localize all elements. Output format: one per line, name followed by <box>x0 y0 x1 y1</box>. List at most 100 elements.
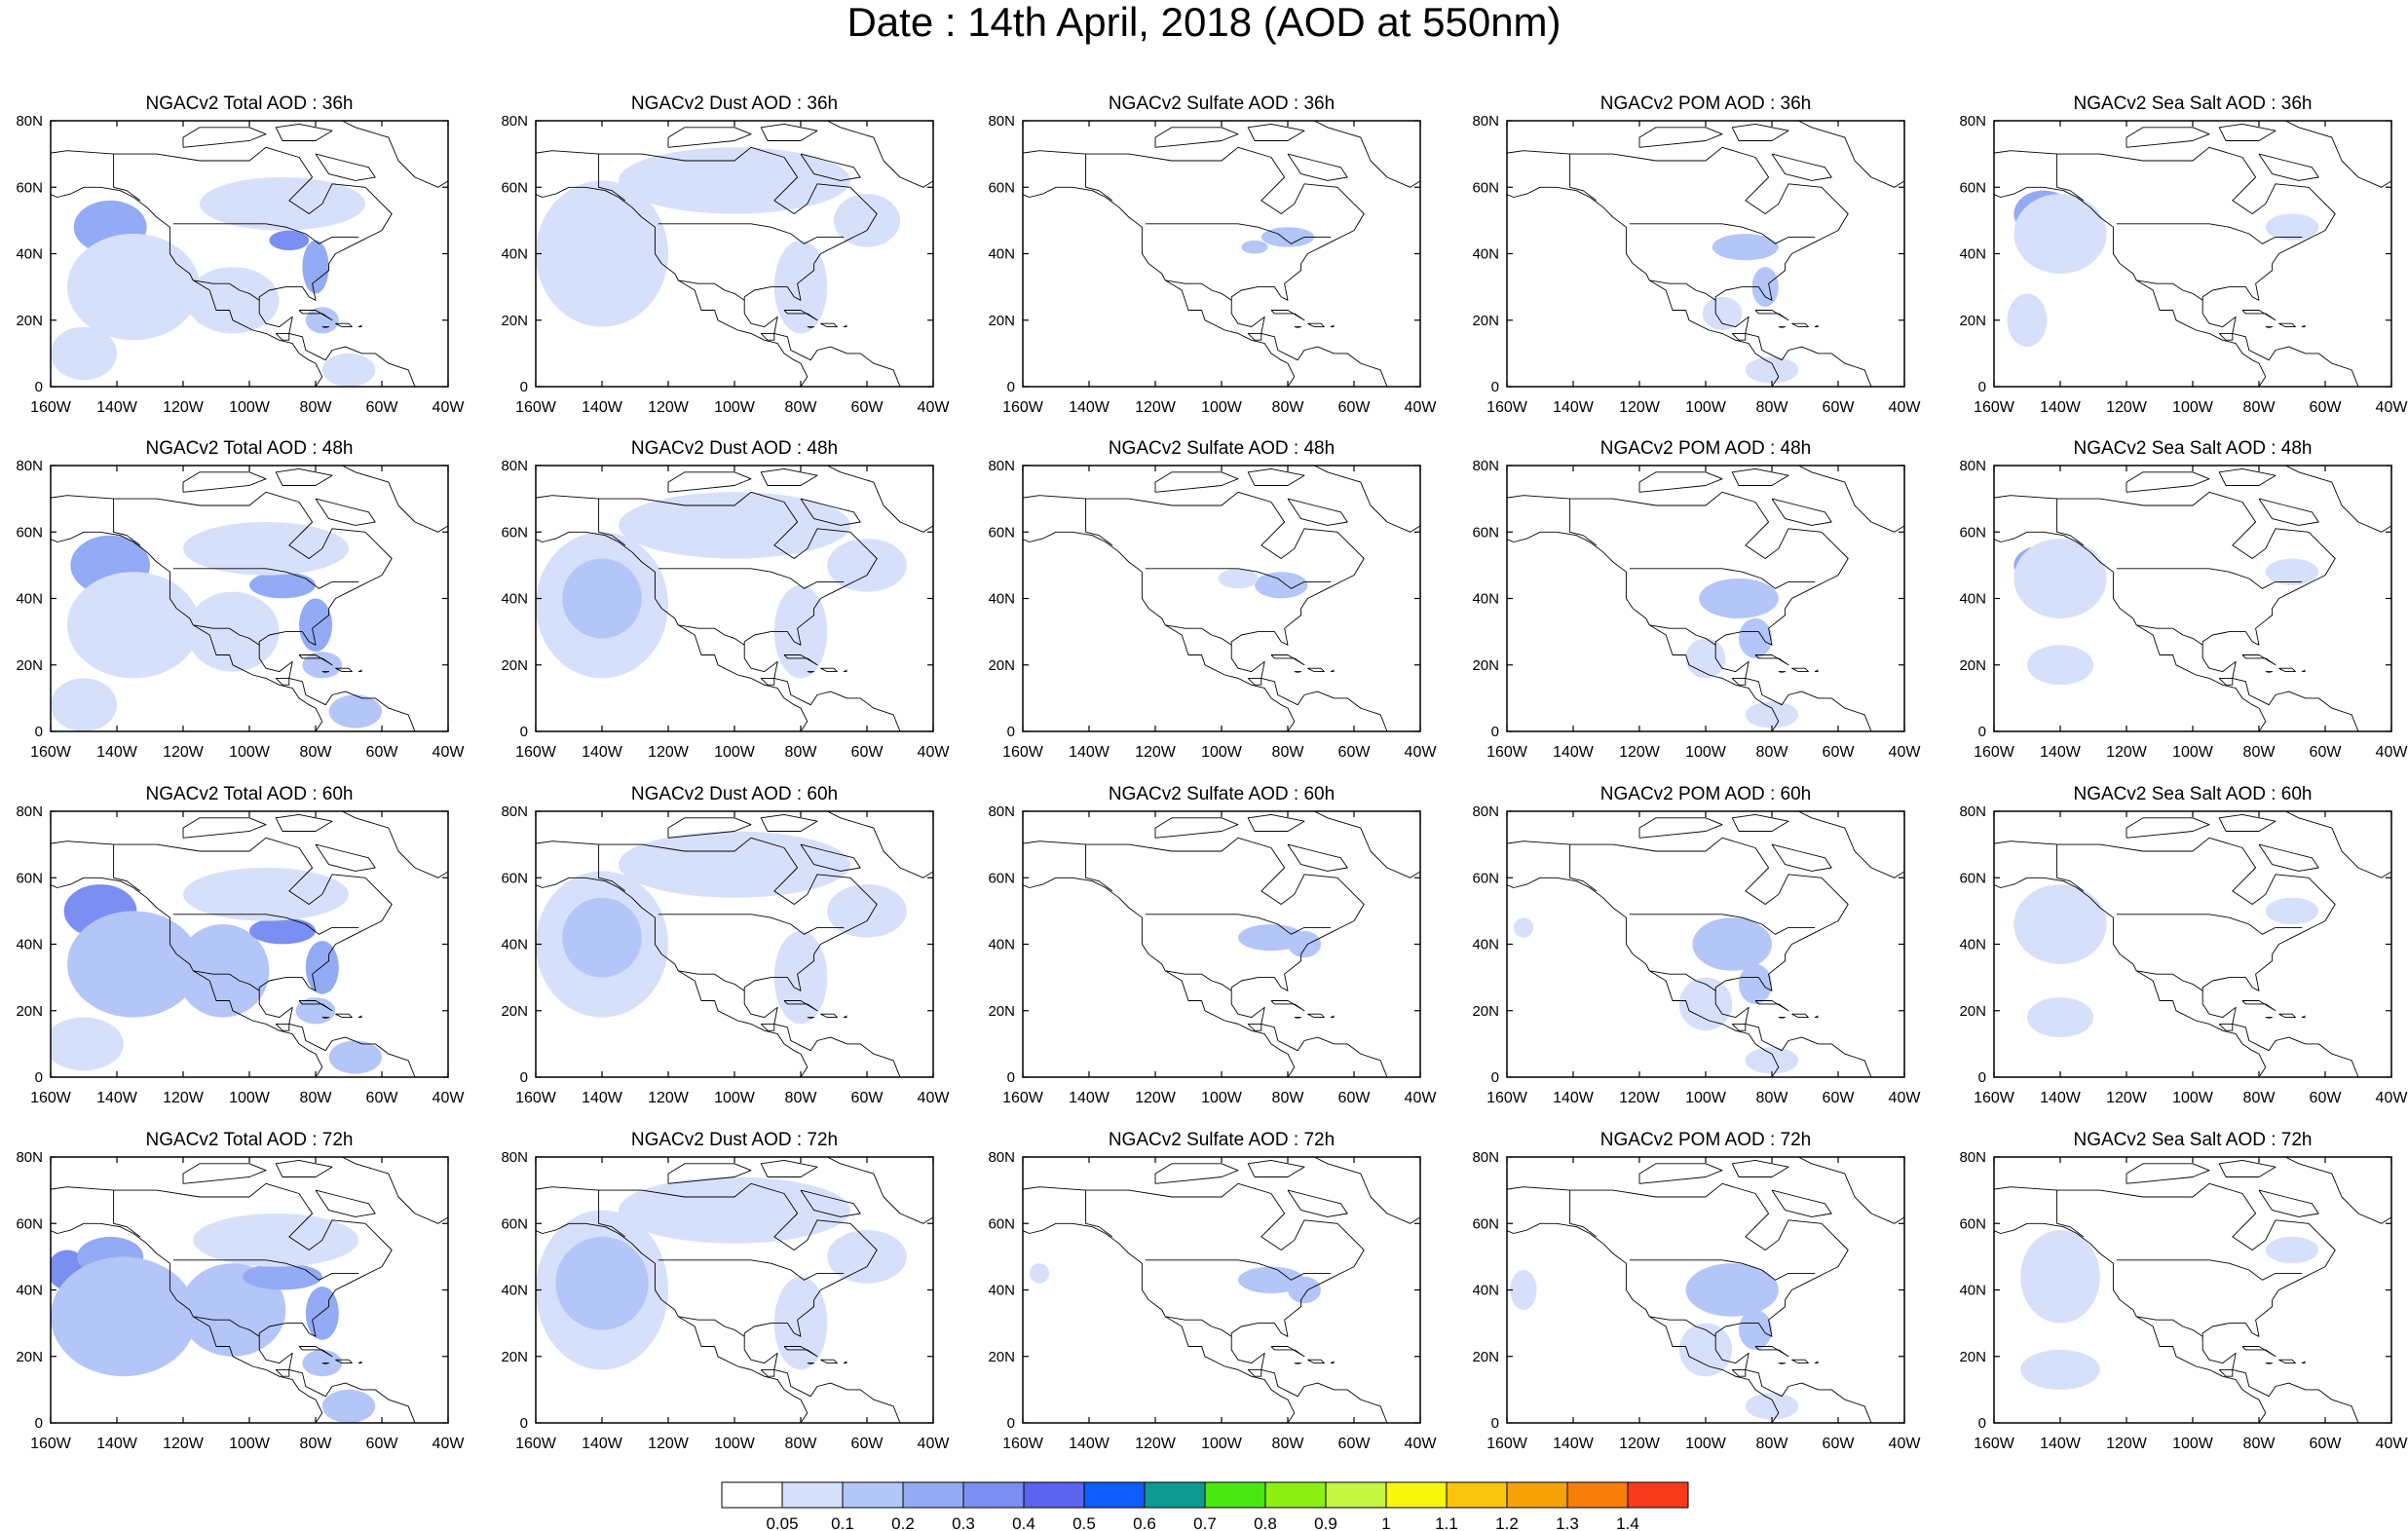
y-tick-label: 0 <box>1007 1069 1015 1086</box>
colorbar-swatch <box>1023 1481 1085 1509</box>
y-tick-label: 80N <box>501 1149 528 1166</box>
coastline <box>667 127 752 148</box>
coastline <box>760 123 818 141</box>
coastline <box>536 146 901 387</box>
y-tick-label: 0 <box>1491 724 1499 740</box>
aod-field <box>1994 121 2391 387</box>
panel-title: NGACv2 Total AOD : 60h <box>146 784 354 804</box>
coastline <box>113 499 141 546</box>
y-tick-label: 0 <box>1978 1069 1986 1086</box>
coastline <box>2278 322 2296 328</box>
aod-blob <box>1739 963 1772 1004</box>
coastline <box>1814 1361 1819 1364</box>
x-tick-label: 80W <box>1272 744 1305 761</box>
coastline <box>2056 499 2085 546</box>
x-tick-label: 80W <box>1756 1436 1789 1452</box>
x-tick-label: 40W <box>1889 744 1922 761</box>
y-tick-label: 60N <box>1959 1215 1986 1232</box>
y-tick-label: 0 <box>1978 379 1986 395</box>
coastline <box>1649 280 1716 301</box>
x-tick-label: 100W <box>1685 1090 1727 1106</box>
coastline <box>1797 466 1904 533</box>
coastline <box>315 1189 376 1217</box>
x-tick-label: 120W <box>163 1090 205 1106</box>
x-tick-label: 120W <box>1619 1436 1661 1452</box>
aod-field <box>1507 1157 1904 1423</box>
x-tick-label: 100W <box>2172 1436 2214 1452</box>
coastline <box>335 322 353 328</box>
coastline <box>598 844 626 892</box>
aod-field <box>1507 811 1904 1077</box>
y-tick-label: 80N <box>1959 113 1986 130</box>
coastline <box>1023 146 1388 387</box>
y-tick-label: 60N <box>1472 524 1499 541</box>
x-tick-label: 120W <box>2106 399 2148 416</box>
coastline <box>2218 467 2276 486</box>
coastline <box>667 471 752 493</box>
y-tick-label: 0 <box>35 724 43 740</box>
x-tick-label: 160W <box>1002 1090 1044 1106</box>
panel-title: NGACv2 Sea Salt AOD : 48h <box>2073 438 2312 459</box>
x-tick-label: 80W <box>300 1436 333 1452</box>
coastline <box>820 322 838 328</box>
y-tick-label: 80N <box>501 803 528 820</box>
aod-blob <box>1255 572 1308 599</box>
x-tick-label: 100W <box>1685 399 1727 416</box>
coastline <box>658 914 845 935</box>
y-tick-label: 60N <box>16 179 43 196</box>
aod-blob <box>1238 1266 1304 1293</box>
coastline <box>341 121 448 188</box>
colorbar-swatch <box>1385 1481 1448 1509</box>
coastline <box>1023 531 1296 731</box>
x-tick-label: 140W <box>1069 399 1110 416</box>
x-tick-label: 140W <box>1553 399 1595 416</box>
map-panel: NGACv2 Sulfate AOD : 48h 160W 140W 120W 100W… <box>988 438 1437 761</box>
aod-blob <box>2013 884 2107 964</box>
panel-title: NGACv2 Sea Salt AOD : 60h <box>2073 784 2312 804</box>
colorbar: 0.05 0.1 0.2 0.3 0.4 0.5 0.6 0.7 0.8 0.9 1 1.1 1.2 1.… <box>721 1481 1689 1531</box>
coastline <box>536 186 809 387</box>
x-tick-label: 100W <box>714 1436 756 1452</box>
panel-grid: NGACv2 Total AOD : 36h 160W 140W 120W 100W 80… <box>16 93 2408 1452</box>
x-tick-label: 140W <box>1069 1436 1110 1452</box>
y-tick-label: 60N <box>988 524 1015 541</box>
y-tick-label: 20N <box>1959 1349 1986 1365</box>
coastline <box>2265 671 2274 673</box>
coastline <box>2301 669 2306 673</box>
aod-blob <box>1218 568 1259 589</box>
coastline <box>1791 1013 1809 1019</box>
coastline <box>760 467 818 486</box>
coastline <box>1165 1316 1232 1337</box>
coastline <box>2126 471 2210 493</box>
colorbar-label: 0.05 <box>766 1514 798 1531</box>
x-tick-label: 60W <box>2310 399 2343 416</box>
coastline <box>1507 1182 1872 1423</box>
aod-blob <box>1745 701 1799 728</box>
map-panel: NGACv2 Dust AOD : 48h 160W 140W 120W 100W 80W… <box>501 438 950 761</box>
panel-title: NGACv2 POM AOD : 72h <box>1600 1130 1811 1150</box>
x-tick-label: 80W <box>2243 1436 2276 1452</box>
y-tick-label: 40N <box>16 246 43 263</box>
x-tick-label: 160W <box>1486 1436 1528 1452</box>
y-tick-label: 60N <box>988 870 1015 886</box>
coastline <box>1507 186 1780 387</box>
x-tick-label: 80W <box>1272 1436 1305 1452</box>
x-tick-label: 120W <box>648 744 690 761</box>
coastline <box>2258 843 2319 872</box>
coastline <box>1023 186 1296 387</box>
x-tick-label: 160W <box>1974 399 2015 416</box>
y-tick-label: 80N <box>1959 1149 1986 1166</box>
coastline <box>800 498 861 526</box>
aod-blob <box>1692 917 1772 971</box>
coastline <box>321 1363 330 1364</box>
colorbar-label: 0.9 <box>1314 1514 1337 1531</box>
colorbar-label: 0.8 <box>1254 1514 1277 1531</box>
aod-blob <box>1510 1270 1537 1310</box>
x-tick-label: 140W <box>96 399 138 416</box>
colorbar-swatch <box>1566 1481 1629 1509</box>
coastline <box>807 1363 815 1364</box>
aod-blob <box>302 652 343 679</box>
aod-blob <box>302 240 329 294</box>
coastline <box>51 1222 323 1423</box>
coastline <box>1247 1159 1305 1177</box>
